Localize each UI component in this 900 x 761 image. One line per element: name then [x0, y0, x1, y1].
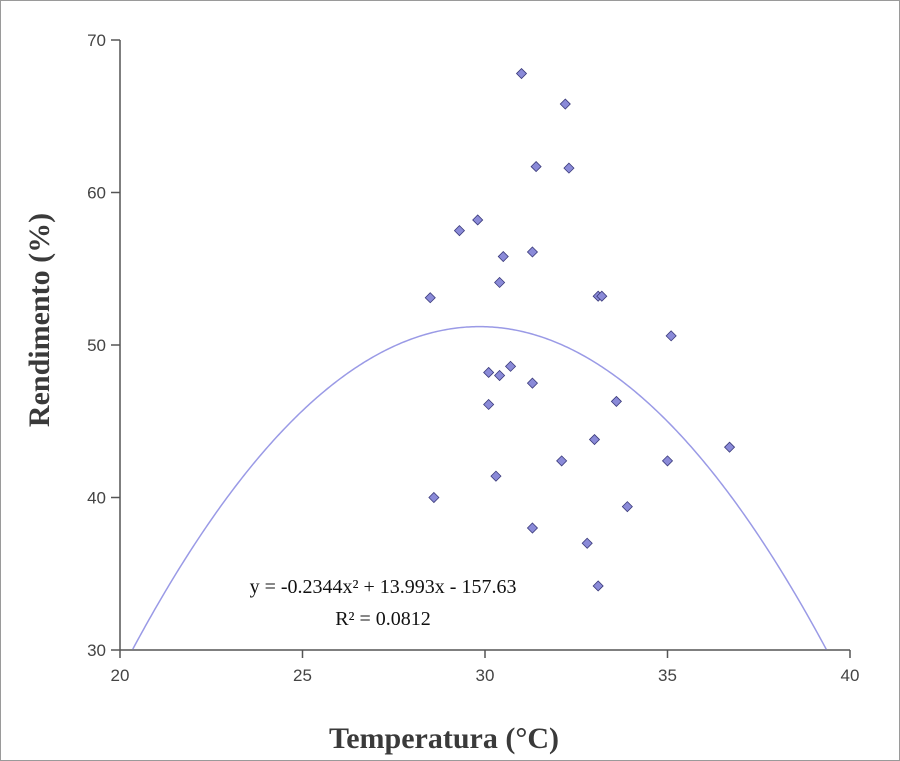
data-point [424, 292, 436, 304]
data-point [453, 225, 466, 237]
data-point [588, 433, 601, 446]
data-point [661, 455, 674, 467]
data-point [723, 441, 736, 453]
y-tick-label: 40 [87, 489, 106, 508]
data-point [665, 330, 677, 342]
axes [119, 40, 850, 651]
data-point [526, 246, 539, 258]
data-point [610, 395, 622, 407]
data-point [526, 377, 539, 389]
data-point [515, 67, 528, 80]
data-point [504, 360, 517, 372]
data-point [592, 580, 604, 592]
x-tick-label: 40 [841, 666, 860, 685]
data-point [556, 455, 568, 467]
data-point [596, 290, 608, 302]
data-point [530, 161, 542, 173]
y-ticks: 30 40 50 60 70 [87, 31, 120, 660]
r-squared: R² = 0.0812 [335, 608, 431, 630]
data-points [424, 67, 736, 592]
data-point [497, 250, 509, 263]
x-tick-label: 25 [293, 666, 312, 685]
y-tick-label: 70 [87, 31, 106, 50]
x-tick-label: 20 [111, 666, 130, 685]
data-point [581, 537, 593, 549]
data-point [563, 162, 575, 174]
y-axis-title: Rendimento (%) [23, 213, 56, 427]
data-point [559, 98, 571, 110]
y-tick-label: 60 [87, 184, 106, 203]
data-point [483, 398, 495, 411]
y-tick-label: 30 [87, 641, 106, 660]
x-axis-title: Temperatura (°C) [329, 722, 559, 755]
data-point [621, 501, 633, 513]
x-tick-label: 35 [658, 666, 677, 685]
trendline [132, 325, 827, 650]
data-point [526, 522, 539, 534]
data-point [472, 214, 484, 226]
data-point [494, 369, 506, 382]
data-point [483, 366, 495, 379]
data-point [428, 491, 440, 504]
data-point [494, 276, 506, 289]
x-tick-label: 30 [476, 666, 495, 685]
y-tick-label: 50 [87, 336, 106, 355]
data-point [490, 470, 502, 482]
trendline-equation: y = -0.2344x² + 13.993x - 157.63 [250, 576, 517, 598]
x-ticks: 20 25 30 35 40 [111, 650, 860, 685]
